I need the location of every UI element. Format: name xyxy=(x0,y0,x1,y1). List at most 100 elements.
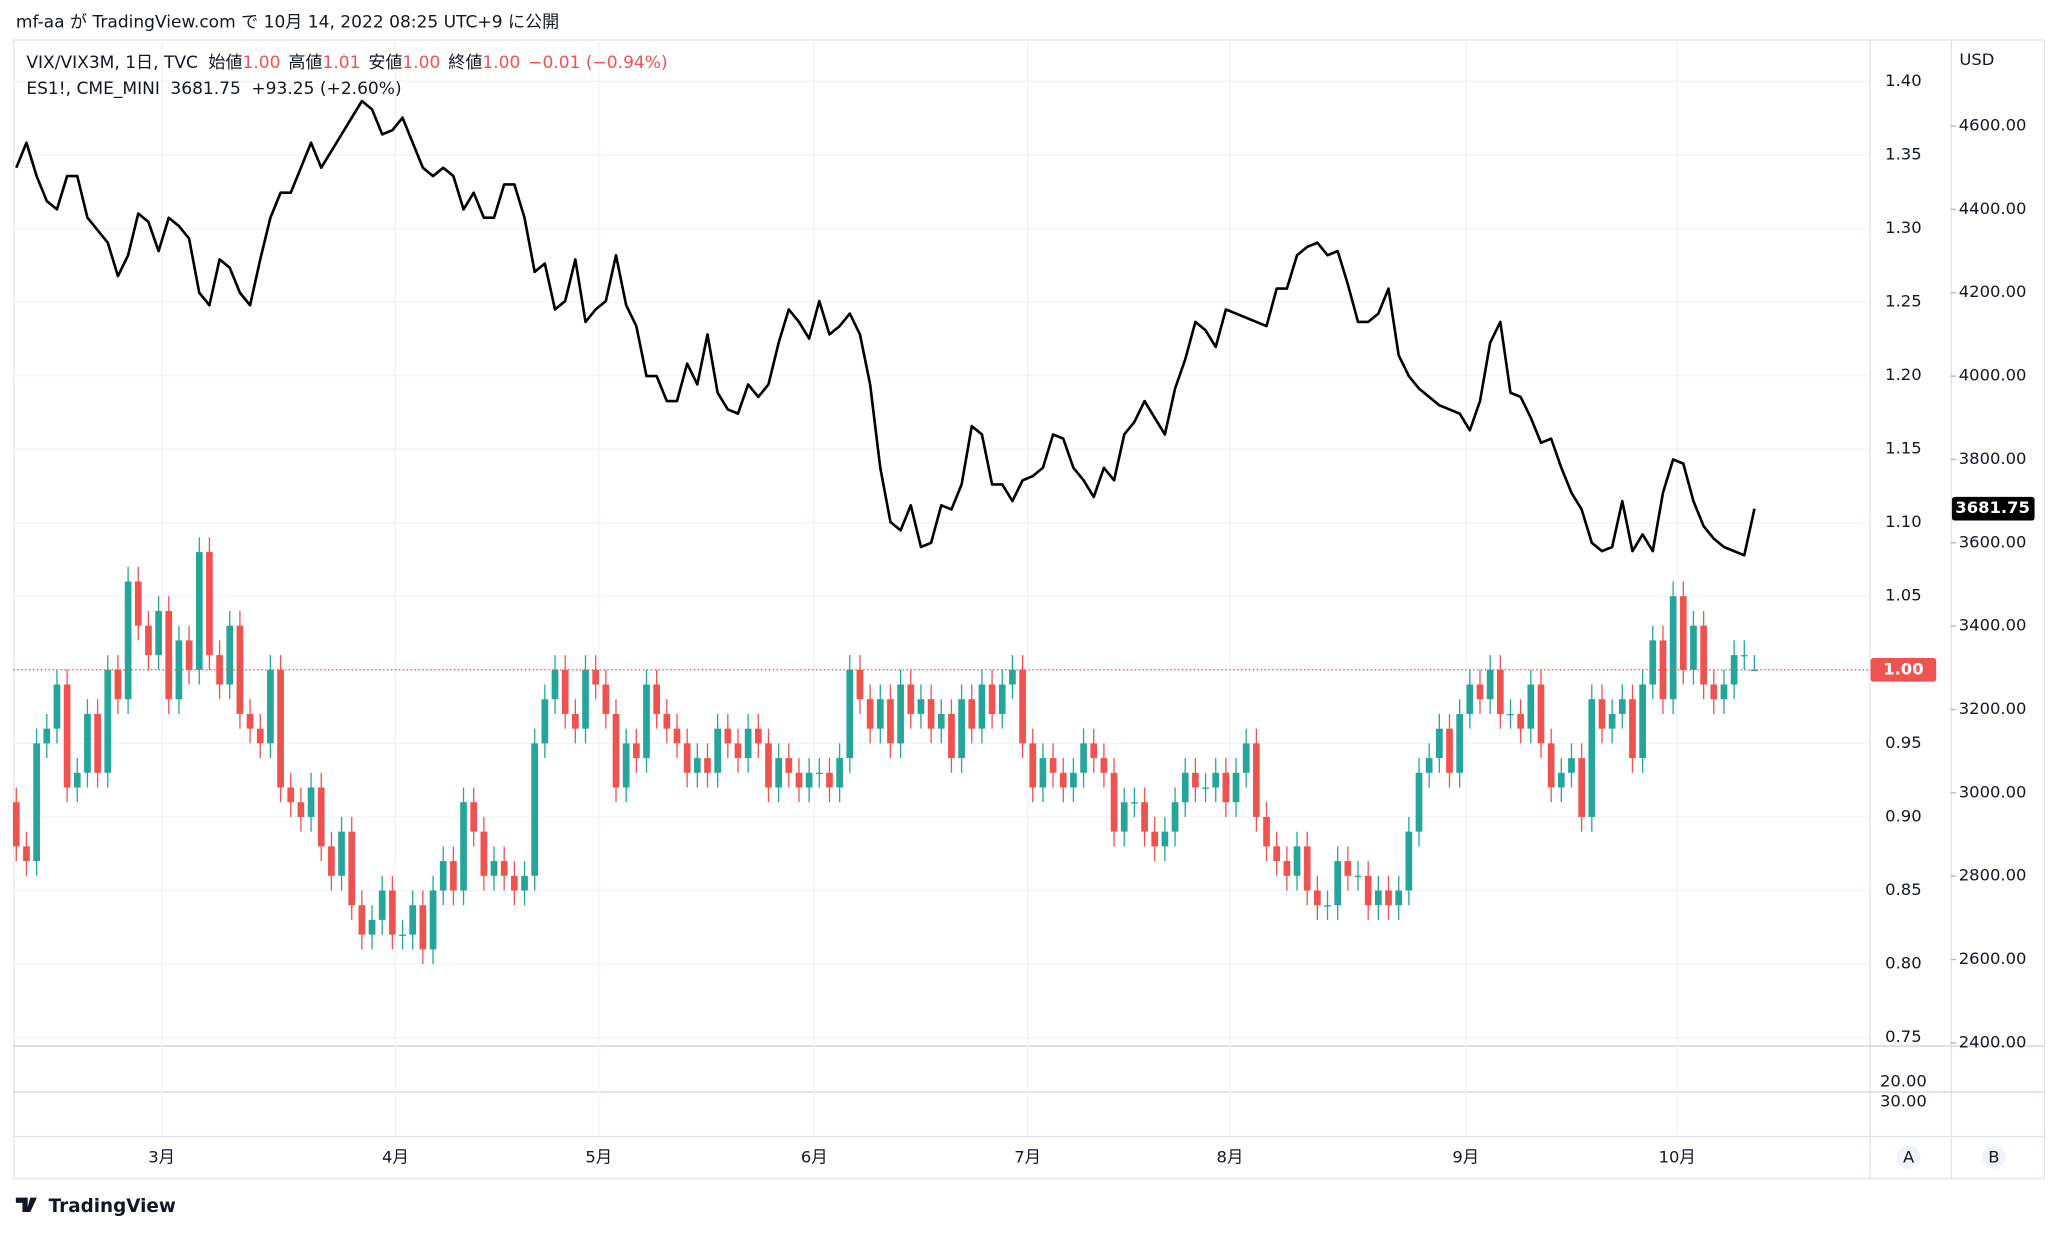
y-tick-label: 1.10 xyxy=(1885,512,1921,531)
legend-ohlc-value: 1.00 xyxy=(402,53,440,73)
candle-body xyxy=(490,861,498,876)
y-tick-label: 1.40 xyxy=(1885,71,1921,90)
candle-body xyxy=(1364,875,1372,906)
candle-body xyxy=(1009,669,1016,685)
legend-change: −0.01 (−0.94%) xyxy=(528,53,667,73)
candle-body xyxy=(368,919,376,935)
y-tick-label: 1.20 xyxy=(1885,365,1921,384)
y2-tick-label: 3400.00 xyxy=(1959,616,2027,635)
candle-body xyxy=(1405,831,1413,891)
last-price2-label: 3681.75 xyxy=(1955,498,2030,517)
button-bg[interactable] xyxy=(1896,1145,1921,1169)
candle-body xyxy=(1090,743,1098,759)
y2-tick-label: 4600.00 xyxy=(1959,116,2027,135)
candle-body xyxy=(978,684,986,729)
legend-value: 3681.75 xyxy=(170,79,241,99)
y2-tick-label: 3200.00 xyxy=(1959,699,2027,718)
scale-button[interactable]: B xyxy=(1982,1145,2006,1169)
candle-body xyxy=(1019,669,1026,744)
x-tick-label: 8月 xyxy=(1217,1148,1244,1167)
candle-body xyxy=(744,728,752,759)
candle-body xyxy=(1740,655,1748,657)
candle-body xyxy=(815,772,823,775)
candle-body xyxy=(165,610,173,700)
scale-button[interactable]: A xyxy=(1896,1145,1921,1169)
candle-body xyxy=(1120,802,1128,832)
legend-title: VIX/VIX3M, 1日, TVC xyxy=(26,53,198,73)
candle-body xyxy=(673,728,681,744)
candle-body xyxy=(73,772,81,788)
candle-body xyxy=(1141,802,1148,832)
currency-label: USD xyxy=(1959,50,1994,69)
footer-brand: TradingView xyxy=(49,1196,176,1217)
x-tick-label: 10月 xyxy=(1659,1148,1696,1167)
candle-body xyxy=(1059,772,1067,788)
candle-body xyxy=(724,728,732,744)
candle-body xyxy=(1679,596,1687,670)
button-label[interactable]: B xyxy=(1988,1148,1999,1167)
legend-ohlc-value: 1.00 xyxy=(482,53,520,73)
candle-body xyxy=(94,713,101,773)
candle-body xyxy=(571,713,579,729)
candle-body xyxy=(1324,905,1331,907)
legend-row: ES1!, CME_MINI 3681.75 +93.25 (+2.60%) xyxy=(26,79,401,99)
candle-body xyxy=(1212,772,1220,788)
button-bg[interactable] xyxy=(1982,1145,2006,1169)
y2-tick-label: 2600.00 xyxy=(1959,949,2027,968)
candle-body xyxy=(1710,684,1718,700)
candle-body xyxy=(948,713,955,759)
y-tick-label: 0.85 xyxy=(1885,880,1921,899)
y2-tick-label: 2400.00 xyxy=(1959,1032,2027,1051)
candle-body xyxy=(714,728,722,773)
candle-body xyxy=(622,743,630,788)
candle-body xyxy=(236,625,244,714)
candle-body xyxy=(1649,640,1657,685)
candle-body xyxy=(988,684,996,714)
candle-body xyxy=(1303,846,1311,891)
candle-body xyxy=(958,699,965,759)
candle-body xyxy=(43,728,51,744)
candle-body xyxy=(1435,728,1443,759)
y-tick-label: 1.15 xyxy=(1885,439,1921,458)
candle-body xyxy=(1273,846,1281,862)
candle-body xyxy=(206,552,213,656)
candle-body xyxy=(541,699,549,744)
button-label[interactable]: A xyxy=(1903,1148,1915,1167)
candle-body xyxy=(195,552,203,670)
candle-body xyxy=(1629,699,1636,759)
candle-body xyxy=(145,625,152,656)
y2-tick-label: 3600.00 xyxy=(1959,532,2027,551)
chart-frame xyxy=(13,39,2046,1180)
legend-row: VIX/VIX3M, 1日, TVC 始値1.00 高値1.01 安値1.00 終値1.… xyxy=(26,53,667,73)
candle-body xyxy=(1547,743,1555,788)
candle-body xyxy=(53,684,61,729)
candle-body xyxy=(683,743,691,773)
legend-ohlc-label: 始値 xyxy=(208,53,242,73)
candle-body xyxy=(1466,684,1474,714)
last-price2-box xyxy=(1951,496,2035,521)
candle-body xyxy=(33,743,40,862)
candle-body xyxy=(1517,713,1525,729)
legend-ohlc-value: 1.01 xyxy=(322,53,360,73)
candle-body xyxy=(1425,758,1433,773)
x-tick-label: 5月 xyxy=(585,1148,612,1167)
candle-body xyxy=(826,772,833,788)
candle-body xyxy=(104,669,112,773)
lower-pane-label: 20.00 xyxy=(1880,1072,1927,1091)
candle-body xyxy=(856,669,864,700)
candle-body xyxy=(450,861,457,891)
candle-body xyxy=(1181,772,1189,803)
candle-body xyxy=(185,640,193,670)
candle-body xyxy=(267,669,274,744)
candle-body xyxy=(1283,861,1291,876)
candle-body xyxy=(1588,699,1596,817)
candle-body xyxy=(1507,713,1514,716)
candle-body xyxy=(338,831,345,876)
candle-body xyxy=(917,699,925,714)
axes: 0.75 0.80 0.85 0.90 0.95 1.00 1.05 1.10 1.15 1.20… xyxy=(148,71,2035,1167)
candle-body xyxy=(1446,728,1453,773)
plot xyxy=(12,99,1870,965)
candle-body xyxy=(287,787,295,803)
candle-body xyxy=(836,758,843,788)
candle-body xyxy=(1598,699,1606,729)
